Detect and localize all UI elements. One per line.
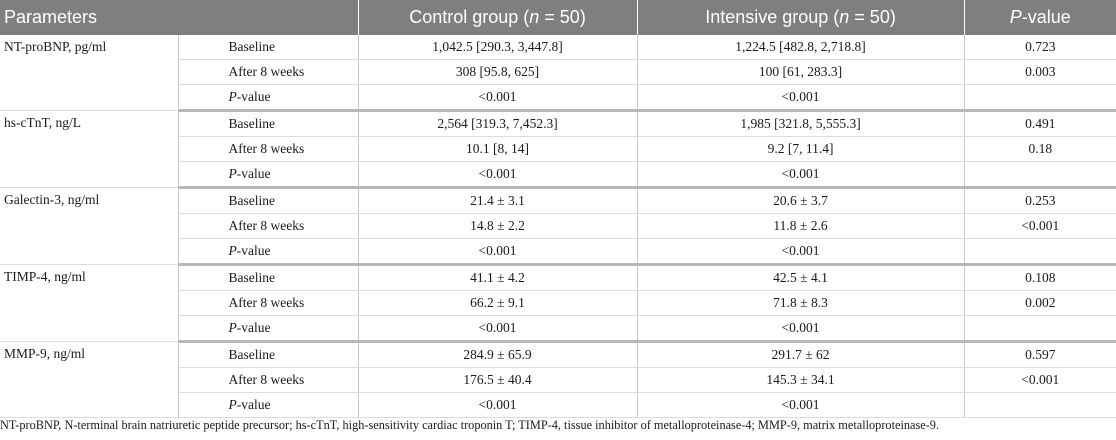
table-row: TIMP-4, ng/ml Baseline 41.1 ± 4.2 42.5 ± 4.…: [0, 264, 1116, 342]
table-row: After 8 weeks 14.8 ± 2.2 11.8 ± 2.6 <0.001: [0, 213, 1116, 239]
control-value-cell: 1,042.5 [290.3, 3,447.8]: [358, 35, 638, 60]
timepoint-cell: After 8 weeks: [178, 136, 359, 162]
intensive-value-cell: <0.001: [637, 315, 965, 343]
table-row: P-value <0.001 <0.001: [0, 392, 1116, 418]
table-row: P-value <0.001 <0.001: [0, 238, 1116, 266]
intensive-value-cell: <0.001: [637, 238, 965, 266]
control-value-cell: <0.001: [358, 84, 638, 112]
intensive-value-cell: 71.8 ± 8.3: [637, 290, 965, 316]
control-value-cell: 21.4 ± 3.1: [358, 187, 638, 214]
p-value-cell: 0.597: [964, 341, 1116, 368]
timepoint-cell: Baseline: [178, 110, 359, 137]
table-row: Galectin-3, ng/ml Baseline 21.4 ± 3.1 20.6 …: [0, 187, 1116, 265]
intensive-value-cell: 20.6 ± 3.7: [637, 187, 965, 214]
intensive-value-cell: <0.001: [637, 161, 965, 189]
parameter-name: Galectin-3, ng/ml: [0, 187, 179, 265]
p-value-cell: 0.108: [964, 264, 1116, 291]
intensive-value-cell: 100 [61, 283.3]: [637, 59, 965, 85]
intensive-value-cell: <0.001: [637, 392, 965, 418]
table-row: After 8 weeks 308 [95.8, 625] 100 [61, 283…: [0, 59, 1116, 85]
intensive-value-cell: 1,224.5 [482.8, 2,718.8]: [637, 35, 965, 60]
intensive-value-cell: 291.7 ± 62: [637, 341, 965, 368]
table-row: P-value <0.001 <0.001: [0, 161, 1116, 189]
timepoint-cell: Baseline: [178, 35, 359, 60]
table-row: hs-cTnT, ng/L Baseline 2,564 [319.3, 7,452…: [0, 110, 1116, 188]
parameter-name: hs-cTnT, ng/L: [0, 110, 179, 188]
intensive-value-cell: 42.5 ± 4.1: [637, 264, 965, 291]
table-footnote: NT-proBNP, N-terminal brain natriuretic …: [0, 418, 940, 432]
p-value-cell: [964, 84, 1116, 112]
timepoint-cell: P-value: [178, 315, 359, 343]
timepoint-cell: P-value: [178, 84, 359, 112]
table-row: After 8 weeks 10.1 [8, 14] 9.2 [7, 11.4] 0.…: [0, 136, 1116, 162]
header-control-group: Control group (n = 50): [358, 0, 638, 35]
p-value-cell: 0.18: [964, 136, 1116, 162]
timepoint-cell: P-value: [178, 238, 359, 266]
timepoint-cell: Baseline: [178, 264, 359, 291]
control-value-cell: 41.1 ± 4.2: [358, 264, 638, 291]
table-row: After 8 weeks 66.2 ± 9.1 71.8 ± 8.3 0.002: [0, 290, 1116, 316]
control-value-cell: 66.2 ± 9.1: [358, 290, 638, 316]
p-value-cell: 0.002: [964, 290, 1116, 316]
control-value-cell: <0.001: [358, 161, 638, 189]
parameter-name: TIMP-4, ng/ml: [0, 264, 179, 342]
p-value-cell: 0.253: [964, 187, 1116, 214]
timepoint-cell: P-value: [178, 161, 359, 189]
p-value-cell: <0.001: [964, 213, 1116, 239]
intensive-value-cell: 11.8 ± 2.6: [637, 213, 965, 239]
table-row: P-value <0.001 <0.001: [0, 84, 1116, 112]
results-table: Parameters Control group (n = 50) Intens…: [0, 0, 1116, 418]
p-value-cell: [964, 392, 1116, 418]
control-value-cell: 14.8 ± 2.2: [358, 213, 638, 239]
intensive-value-cell: 145.3 ± 34.1: [637, 367, 965, 393]
header-p-value: P-value: [964, 0, 1116, 35]
timepoint-cell: After 8 weeks: [178, 367, 359, 393]
timepoint-cell: After 8 weeks: [178, 290, 359, 316]
intensive-value-cell: 1,985 [321.8, 5,555.3]: [637, 110, 965, 137]
table-row: After 8 weeks 176.5 ± 40.4 145.3 ± 34.1 <0.…: [0, 367, 1116, 393]
control-value-cell: <0.001: [358, 392, 638, 418]
control-value-cell: <0.001: [358, 238, 638, 266]
timepoint-cell: P-value: [178, 392, 359, 418]
header-parameters: Parameters: [0, 0, 359, 35]
timepoint-cell: After 8 weeks: [178, 59, 359, 85]
p-value-cell: 0.723: [964, 35, 1116, 60]
timepoint-cell: Baseline: [178, 341, 359, 368]
table-row: MMP-9, ng/ml Baseline 284.9 ± 65.9 291.7 ± …: [0, 341, 1116, 418]
p-value-cell: 0.003: [964, 59, 1116, 85]
p-value-cell: [964, 161, 1116, 189]
control-value-cell: 2,564 [319.3, 7,452.3]: [358, 110, 638, 137]
control-value-cell: 10.1 [8, 14]: [358, 136, 638, 162]
control-value-cell: 308 [95.8, 625]: [358, 59, 638, 85]
timepoint-cell: Baseline: [178, 187, 359, 214]
control-value-cell: 284.9 ± 65.9: [358, 341, 638, 368]
parameter-name: NT-proBNP, pg/ml: [0, 35, 179, 111]
parameter-name: MMP-9, ng/ml: [0, 341, 179, 418]
p-value-cell: [964, 238, 1116, 266]
table-row: P-value <0.001 <0.001: [0, 315, 1116, 343]
intensive-value-cell: <0.001: [637, 84, 965, 112]
control-value-cell: <0.001: [358, 315, 638, 343]
p-value-cell: <0.001: [964, 367, 1116, 393]
table-row: NT-proBNP, pg/ml Baseline 1,042.5 [290.3, …: [0, 35, 1116, 111]
header-row: Parameters Control group (n = 50) Intens…: [0, 0, 1116, 35]
header-intensive-group: Intensive group (n = 50): [637, 0, 965, 35]
p-value-cell: 0.491: [964, 110, 1116, 137]
control-value-cell: 176.5 ± 40.4: [358, 367, 638, 393]
timepoint-cell: After 8 weeks: [178, 213, 359, 239]
intensive-value-cell: 9.2 [7, 11.4]: [637, 136, 965, 162]
p-value-cell: [964, 315, 1116, 343]
